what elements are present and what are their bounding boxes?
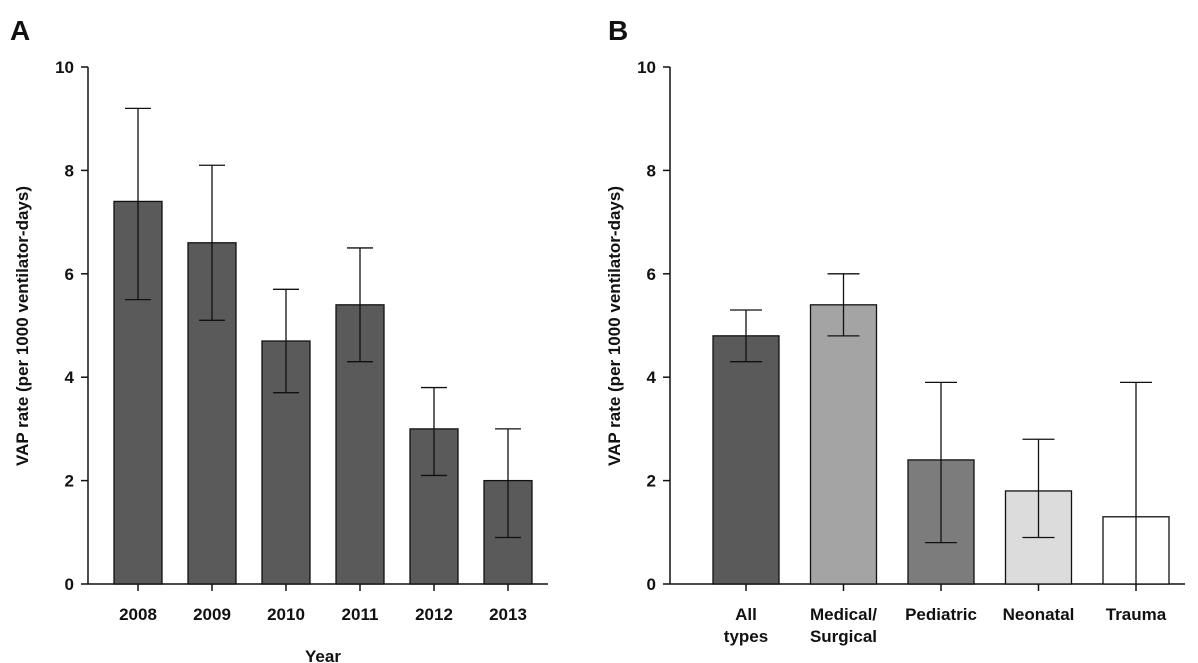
panel-a-y-tick-label: 4 bbox=[65, 368, 75, 387]
panel-a-y-tick-label: 2 bbox=[65, 472, 74, 491]
panel-a-x-tick-label: 2008 bbox=[119, 605, 157, 624]
panel-a-y-axis-label: VAP rate (per 1000 ventilator-days) bbox=[13, 186, 32, 466]
panel-b-y-tick-label: 6 bbox=[647, 265, 656, 284]
panel-a-y-tick-label: 0 bbox=[65, 575, 74, 594]
panel-b-y-axis-label: VAP rate (per 1000 ventilator-days) bbox=[605, 186, 624, 466]
panel-a-x-tick-label: 2013 bbox=[489, 605, 527, 624]
panel-b-y-tick-label: 10 bbox=[637, 58, 656, 77]
panel-b-bar bbox=[809, 304, 878, 585]
panel-a-x-tick-label: 2009 bbox=[193, 605, 231, 624]
panel-b-x-tick-label: Neonatal bbox=[1003, 605, 1075, 624]
panel-b-bar bbox=[712, 335, 780, 585]
panel-a-y-tick-label: 10 bbox=[55, 58, 74, 77]
panel-b-x-tick-label: Surgical bbox=[810, 627, 877, 646]
panel-b-x-tick-label: Pediatric bbox=[905, 605, 977, 624]
panel-a-x-tick-label: 2012 bbox=[415, 605, 453, 624]
panel-a-y-tick-label: 6 bbox=[65, 265, 74, 284]
panel-a: A VAP rate (per 1000 ventilator-days) Ye… bbox=[10, 15, 548, 663]
panel-b-y-tick-label: 8 bbox=[647, 161, 656, 180]
panel-b-letter: B bbox=[608, 15, 628, 46]
panel-b-x-tick-label: All bbox=[735, 605, 757, 624]
panel-a-x-tick-label: 2010 bbox=[267, 605, 305, 624]
panel-a-y-tick-label: 8 bbox=[65, 161, 74, 180]
panel-a-letter: A bbox=[10, 15, 30, 46]
panel-b-x-tick-label: Medical/ bbox=[810, 605, 877, 624]
panel-b-y-tick-label: 0 bbox=[647, 575, 656, 594]
panel-a-x-tick-label: 2011 bbox=[342, 605, 379, 624]
panel-b-x-tick-label: types bbox=[724, 627, 768, 646]
panel-b-x-tick-label: Trauma bbox=[1106, 605, 1167, 624]
panel-b: B VAP rate (per 1000 ventilator-days) 0 2… bbox=[605, 15, 1185, 646]
panel-b-y-tick-label: 4 bbox=[647, 368, 657, 387]
panel-a-bar bbox=[335, 304, 385, 585]
panel-b-y-tick-label: 2 bbox=[647, 472, 656, 491]
panel-a-x-axis-label: Year bbox=[305, 647, 341, 663]
